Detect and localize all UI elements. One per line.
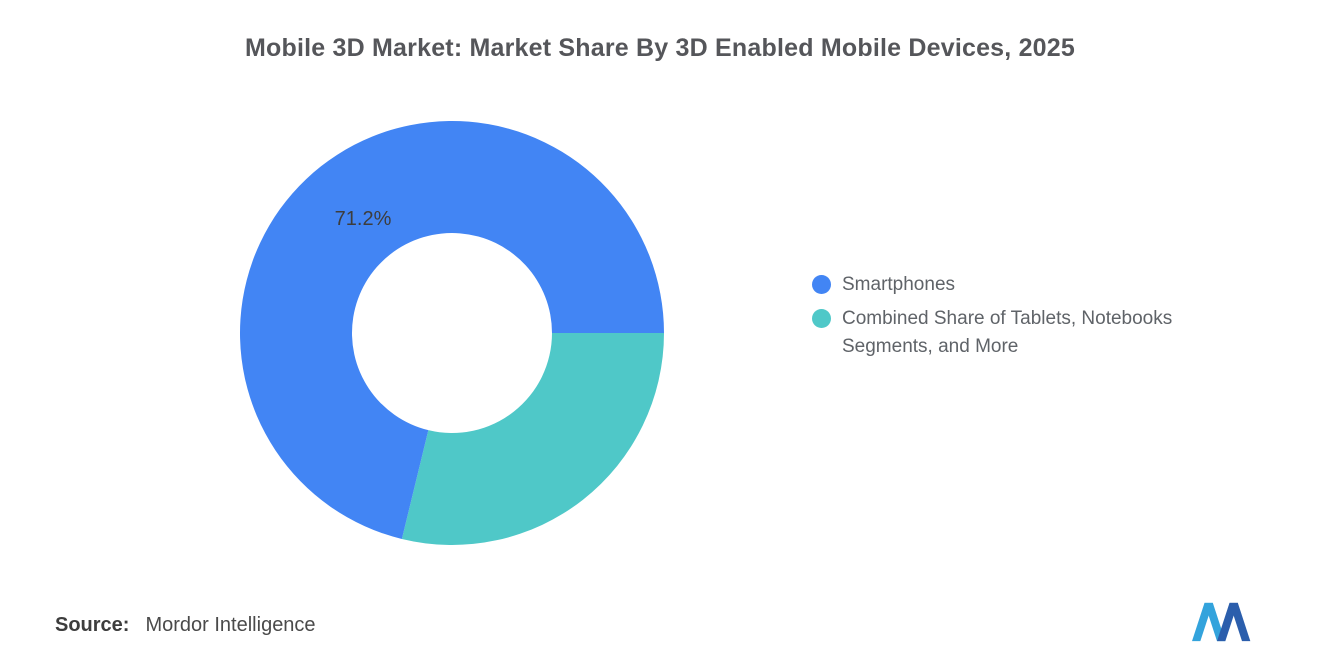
donut-data-label: 71.2% — [335, 208, 392, 230]
legend-item-smartphones: Smartphones — [812, 271, 1252, 299]
chart-title: Mobile 3D Market: Market Share By 3D Ena… — [245, 34, 1075, 62]
source-label: Source: — [55, 614, 130, 636]
donut-chart-svg: 71.2% — [240, 121, 665, 546]
mordor-intelligence-logo — [1192, 602, 1251, 642]
legend-swatch-combined-share — [812, 309, 831, 328]
legend-swatch-smartphones — [812, 275, 831, 294]
donut-slice-1 — [240, 121, 665, 539]
legend-label-combined-share: Combined Share of Tablets, Notebooks Seg… — [842, 308, 1173, 357]
donut-chart: 71.2% — [232, 113, 672, 553]
source-line: Source: Mordor Intelligence — [55, 614, 316, 637]
source-text: Mordor Intelligence — [145, 614, 316, 636]
legend-item-combined-share: Combined Share of Tablets, Notebooks Seg… — [812, 305, 1252, 361]
legend-label-smartphones: Smartphones — [842, 274, 956, 295]
donut-slice-0 — [401, 333, 664, 546]
chart-legend: Smartphones Combined Share of Tablets, N… — [812, 271, 1252, 361]
